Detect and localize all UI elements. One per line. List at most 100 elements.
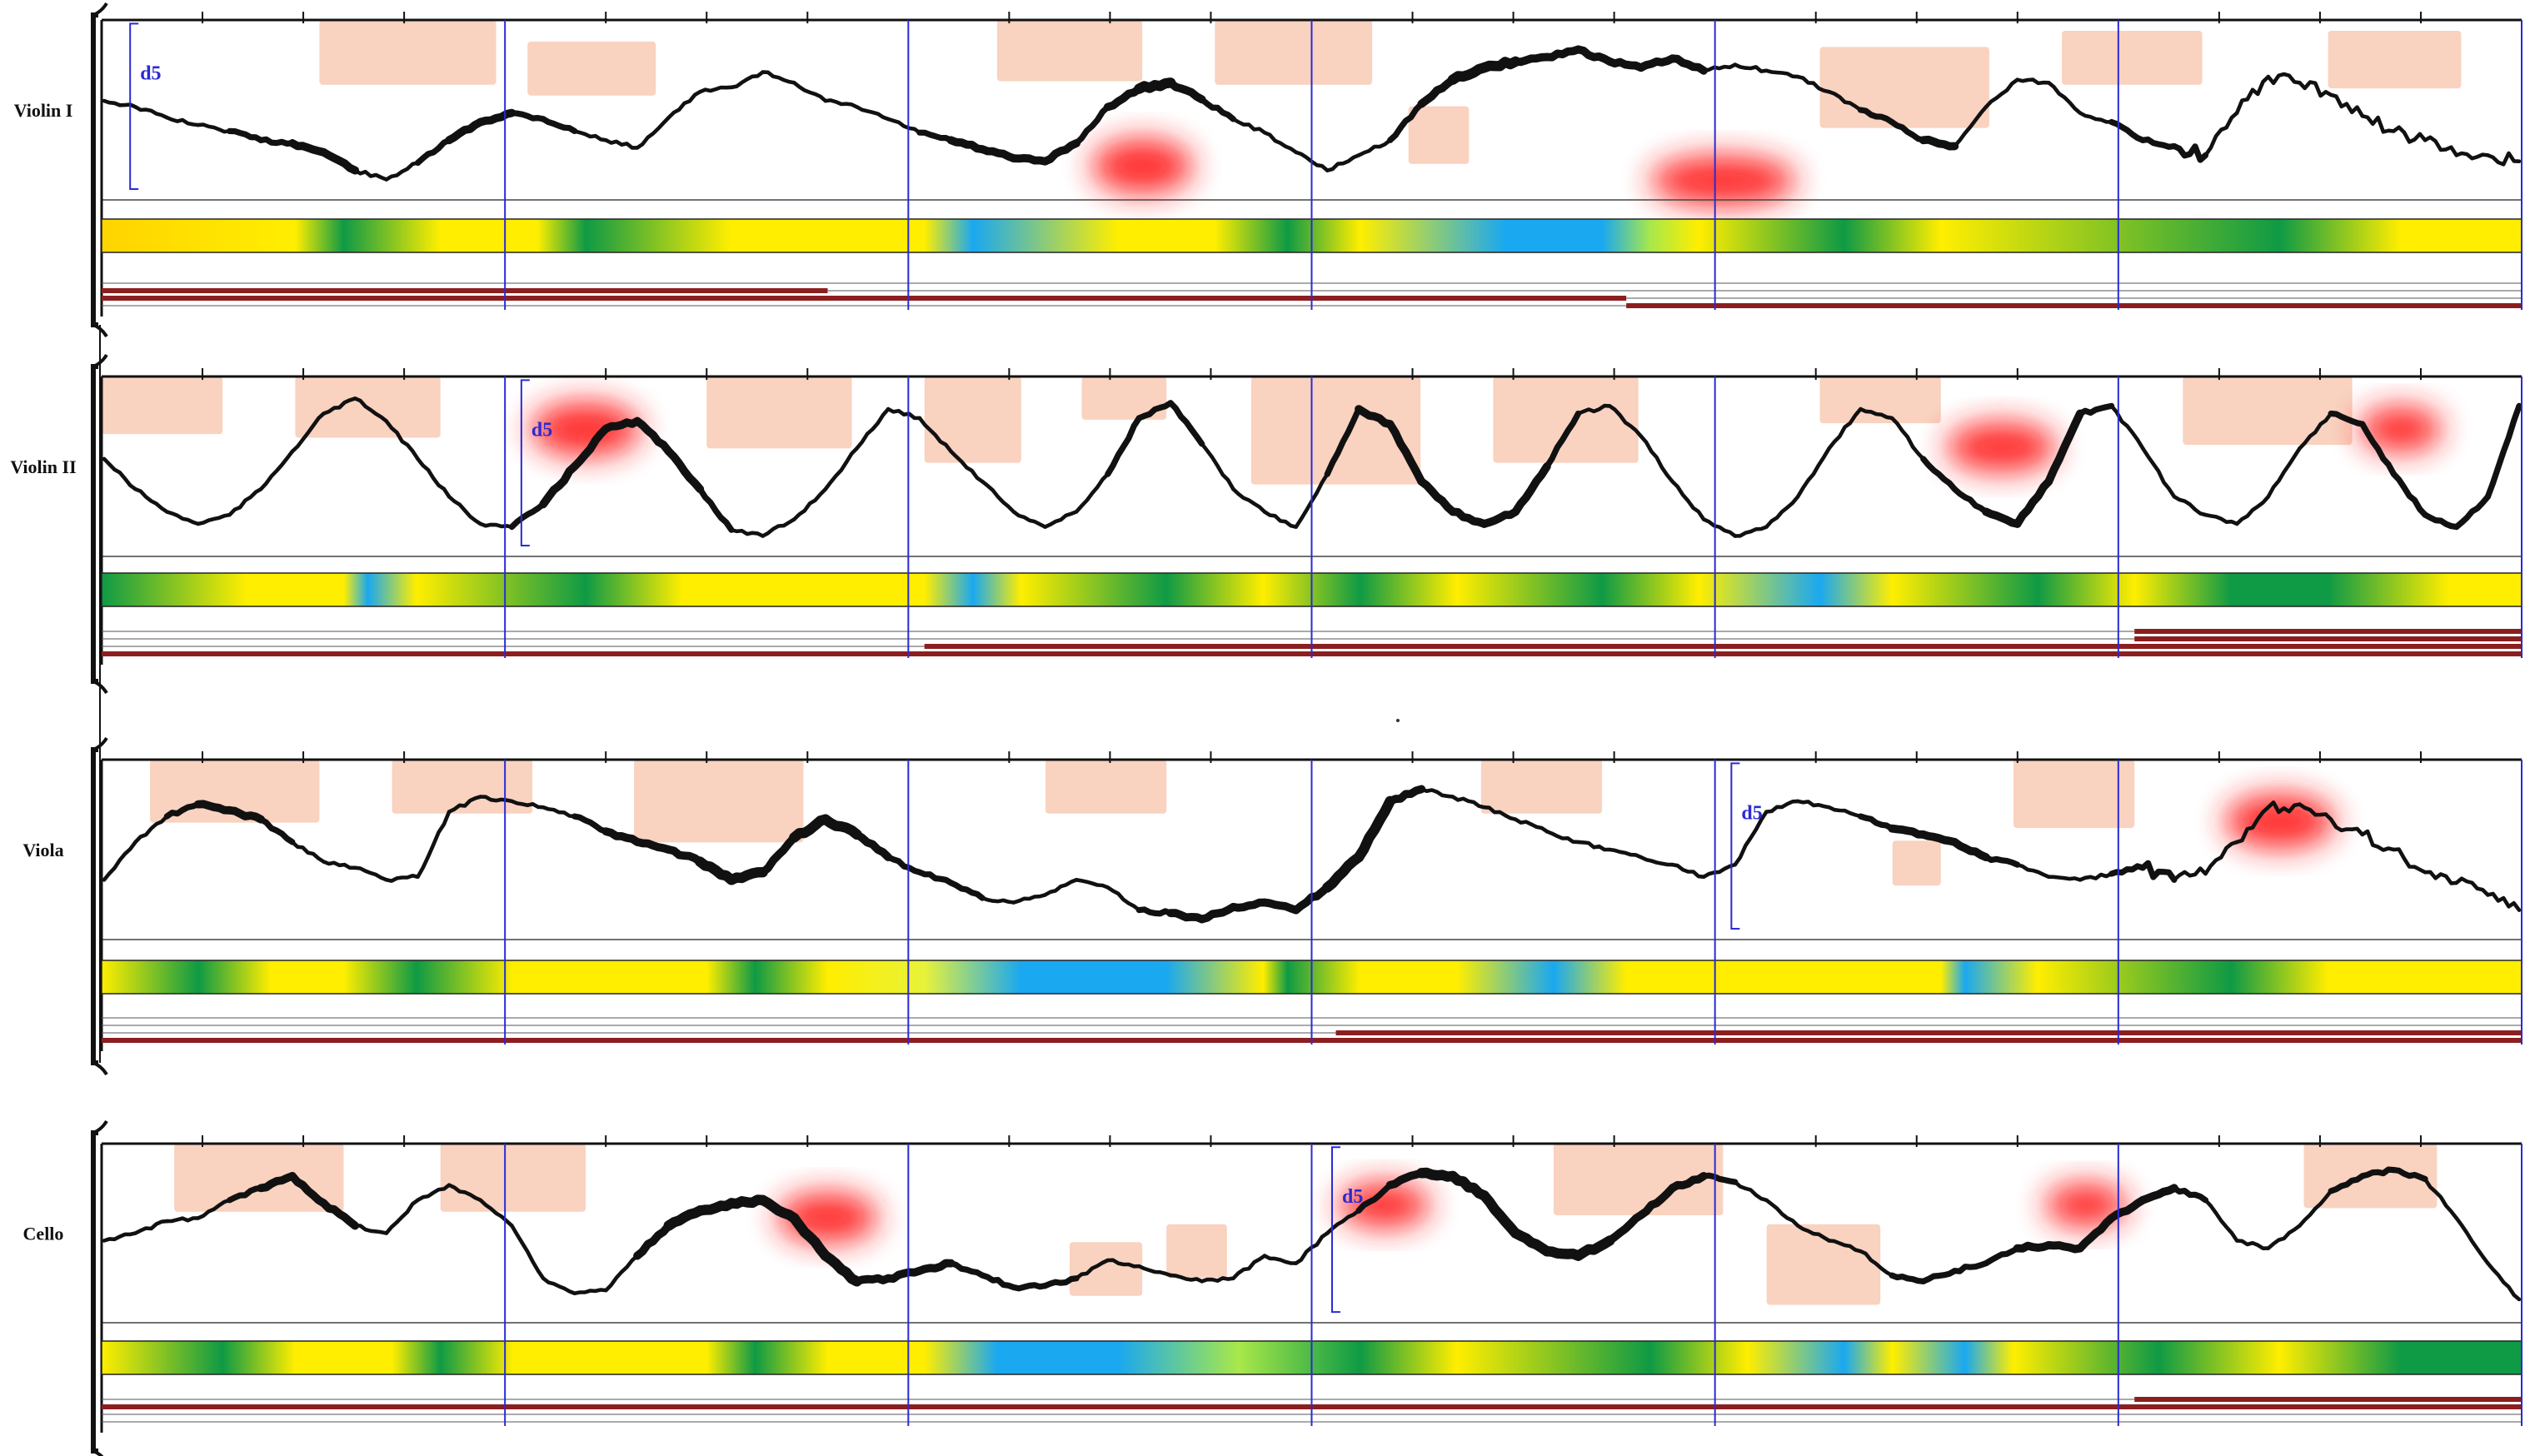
- melodic-contour-segment: [1982, 507, 2022, 528]
- melodic-contour-segment: [1511, 462, 1551, 516]
- melodic-contour-segment: [1168, 1273, 1204, 1284]
- melodic-contour-segment: [1576, 840, 1612, 852]
- melodic-contour-segment: [1701, 862, 1738, 879]
- timeline-bar: [827, 296, 1627, 301]
- timeline-bar: [2134, 636, 2522, 641]
- melodic-contour-segment: [2044, 1241, 2084, 1254]
- dissonance-hotspot: [2044, 1183, 2128, 1228]
- melodic-contour-segment: [884, 1266, 924, 1283]
- melodic-contour-segment: [2108, 863, 2146, 877]
- tension-region: [1766, 1224, 1881, 1305]
- melodic-contour-segment: [729, 527, 765, 538]
- melodic-contour-segment: [820, 1250, 862, 1287]
- melodic-contour-segment: [1479, 1190, 1521, 1239]
- melodic-contour-segment: [1262, 130, 1298, 155]
- melodic-contour-segment: [2484, 402, 2523, 500]
- melodic-contour-segment: [1889, 118, 1927, 143]
- melodic-contour-segment: [2203, 1198, 2239, 1243]
- melodic-contour-segment: [508, 501, 546, 531]
- melodic-contour-segment: [696, 486, 735, 533]
- melodic-contour-segment: [1920, 456, 1958, 492]
- melodic-contour-segment: [541, 805, 576, 819]
- melodic-contour-segment: [2107, 1195, 2148, 1223]
- melodic-contour-segment: [1387, 101, 1425, 143]
- melodic-contour-segment: [2234, 805, 2271, 845]
- melodic-contour-segment: [508, 110, 546, 122]
- interval-label: d5: [1342, 1186, 1363, 1208]
- melodic-contour-segment: [2013, 1241, 2053, 1253]
- melodic-contour-segment: [1199, 96, 1236, 122]
- interval-label: d5: [1741, 802, 1762, 824]
- melodic-contour-segment: [2203, 111, 2239, 157]
- melodic-contour-segment: [1200, 441, 1235, 491]
- melodic-contour-segment: [541, 1276, 576, 1295]
- tension-region: [706, 376, 852, 449]
- melodic-contour-segment: [1482, 805, 1518, 821]
- melodic-contour-segment: [947, 1260, 986, 1279]
- melodic-contour-segment: [384, 419, 420, 461]
- melodic-contour-segment: [322, 396, 357, 416]
- timeline-bar: [102, 288, 828, 293]
- melodic-contour-segment: [319, 147, 360, 175]
- melodic-contour-segment: [2360, 114, 2396, 134]
- melodic-contour-segment: [1983, 854, 2021, 868]
- melodic-contour-segment: [980, 895, 1016, 905]
- melodic-contour-segment: [852, 830, 893, 861]
- system-brackets: [91, 2, 108, 1456]
- melodic-contour-segment: [1262, 510, 1298, 529]
- melodic-contour-segment: [2078, 111, 2113, 124]
- melodic-contour-segment: [447, 495, 483, 526]
- tension-region: [1250, 376, 1421, 485]
- melodic-contour-segment: [1135, 906, 1174, 917]
- interval-bracket: [1331, 1146, 1341, 1314]
- melodic-contour-segment: [2359, 421, 2397, 477]
- melodic-contour-segment: [225, 805, 266, 824]
- melodic-contour-segment: [1950, 838, 1990, 861]
- melodic-contour-segment: [601, 416, 641, 433]
- melodic-contour-segment: [2392, 125, 2428, 144]
- tension-region: [1554, 1144, 1724, 1215]
- instrument-label: Violin I: [14, 100, 73, 121]
- melodic-contour-segment: [102, 1231, 137, 1243]
- melodic-contour-segment: [384, 161, 420, 182]
- melodic-contour-segment: [257, 136, 296, 147]
- melodic-contour-segment: [2047, 81, 2083, 115]
- melodic-contour-segment: [1859, 406, 1894, 421]
- melodic-contour-segment: [1322, 851, 1365, 893]
- melodic-contour-segment: [1827, 805, 1863, 819]
- melodic-contour-segment: [1764, 799, 1800, 814]
- melodic-contour-segment: [1605, 1210, 1645, 1245]
- dissonance-hotspot: [1338, 1182, 1430, 1229]
- tension-region: [1045, 760, 1167, 814]
- melodic-contour-segment: [1670, 862, 1706, 879]
- melodic-contour-segment: [257, 816, 296, 845]
- melodic-contour-segment: [1353, 795, 1395, 863]
- interval-bracket: [129, 22, 139, 191]
- melodic-contour-segment: [2298, 1189, 2333, 1228]
- melodic-contour-segment: [539, 462, 579, 509]
- melodic-contour-segment: [2234, 74, 2271, 115]
- melodic-contour-segment: [1480, 507, 1520, 528]
- melodic-contour-segment: [227, 486, 263, 517]
- melodic-contour-segment: [1795, 446, 1831, 499]
- bracket: [91, 2, 108, 338]
- melodic-contour-segment: [601, 827, 641, 846]
- melodic-contour-segment: [2453, 493, 2491, 531]
- melodic-contour-segment: [917, 416, 953, 454]
- melodic-contour-segment: [1827, 89, 1863, 112]
- melodic-contour-segment: [2392, 847, 2428, 875]
- melodic-contour-segment: [1951, 1260, 1989, 1274]
- melodic-contour-segment: [1700, 1172, 1739, 1185]
- melodic-contour-segment: [2266, 446, 2302, 499]
- melodic-contour-segment: [1231, 486, 1267, 514]
- dissonance-hotspot: [2359, 406, 2443, 452]
- melodic-contour-segment: [2203, 512, 2239, 526]
- melodic-contour-segment: [2423, 1177, 2458, 1220]
- melodic-contour-segment: [1889, 1272, 1927, 1284]
- melodic-contour-segment: [2298, 411, 2333, 451]
- melodic-contour-segment: [1827, 1239, 1863, 1254]
- tension-region: [2328, 30, 2462, 89]
- melodic-contour-segment: [1605, 57, 1645, 72]
- melodic-contour-segment: [1041, 1275, 1080, 1289]
- melodic-contour-segment: [2266, 1224, 2302, 1250]
